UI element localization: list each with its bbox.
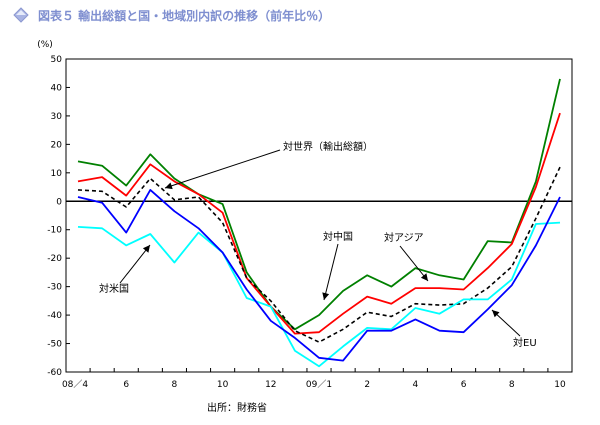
y-tick-label: 30 [51, 112, 63, 122]
x-tick-label: 2 [364, 380, 370, 390]
y-tick-label: -10 [47, 226, 62, 236]
y-tick-label: 40 [51, 83, 63, 93]
x-tick-label: 08／4 [62, 379, 88, 390]
annotation-label: 対世界（輸出総額） [283, 140, 373, 153]
y-tick-label: -30 [47, 283, 62, 293]
x-tick-label: 8 [172, 380, 178, 390]
x-tick-label: 6 [123, 380, 129, 390]
annotation-label: 対EU [513, 336, 537, 349]
y-axis-unit-label: (%) [37, 40, 53, 50]
x-tick-label: 10 [217, 380, 229, 390]
annotation-arrowhead [492, 310, 500, 318]
x-tick-label: 09／1 [306, 379, 332, 390]
annotation-leader [399, 245, 429, 282]
series-line-2 [77, 166, 561, 343]
y-tick-label: 10 [51, 169, 63, 179]
x-tick-label: 8 [509, 380, 515, 390]
plot-frame [65, 58, 573, 373]
annotation-label: 対中国 [323, 230, 353, 243]
series-line-4 [77, 188, 561, 362]
annotation-arrowhead [420, 273, 428, 281]
x-tick-label: 10 [554, 380, 566, 390]
chart-title: 図表５ 輸出総額と国・地域別内訳の推移（前年比％） [38, 8, 330, 23]
annotation-arrowhead [165, 182, 173, 190]
series-line-0 [77, 78, 561, 331]
y-tick-label: 20 [51, 140, 63, 150]
x-tick-label: 6 [461, 380, 467, 390]
chart-title-group: 図表５ 輸出総額と国・地域別内訳の推移（前年比％） [13, 7, 330, 23]
annotation-leader [119, 244, 151, 284]
x-tick-label: 4 [413, 380, 419, 390]
series-lines [77, 78, 561, 368]
y-tick-label: 50 [51, 55, 63, 65]
series-line-3 [77, 221, 561, 368]
annotation-arrowhead [322, 292, 330, 300]
annotation-arrowhead [142, 245, 150, 253]
y-tick-label: -40 [47, 311, 62, 321]
y-tick-label: -20 [47, 254, 62, 264]
annotation-label: 対米国 [99, 282, 129, 295]
annotation-leader [164, 149, 281, 189]
source-note: 出所：財務省 [207, 401, 267, 414]
y-tick-label: -60 [47, 368, 62, 378]
y-tick-label: 0 [56, 197, 62, 207]
x-tick-label: 12 [265, 380, 276, 390]
annotation-label: 対アジア [384, 231, 424, 244]
diamond-icon-highlight [16, 10, 26, 15]
y-tick-label: -50 [47, 340, 62, 350]
series-line-1 [77, 112, 561, 335]
annotation-leader [323, 243, 339, 301]
